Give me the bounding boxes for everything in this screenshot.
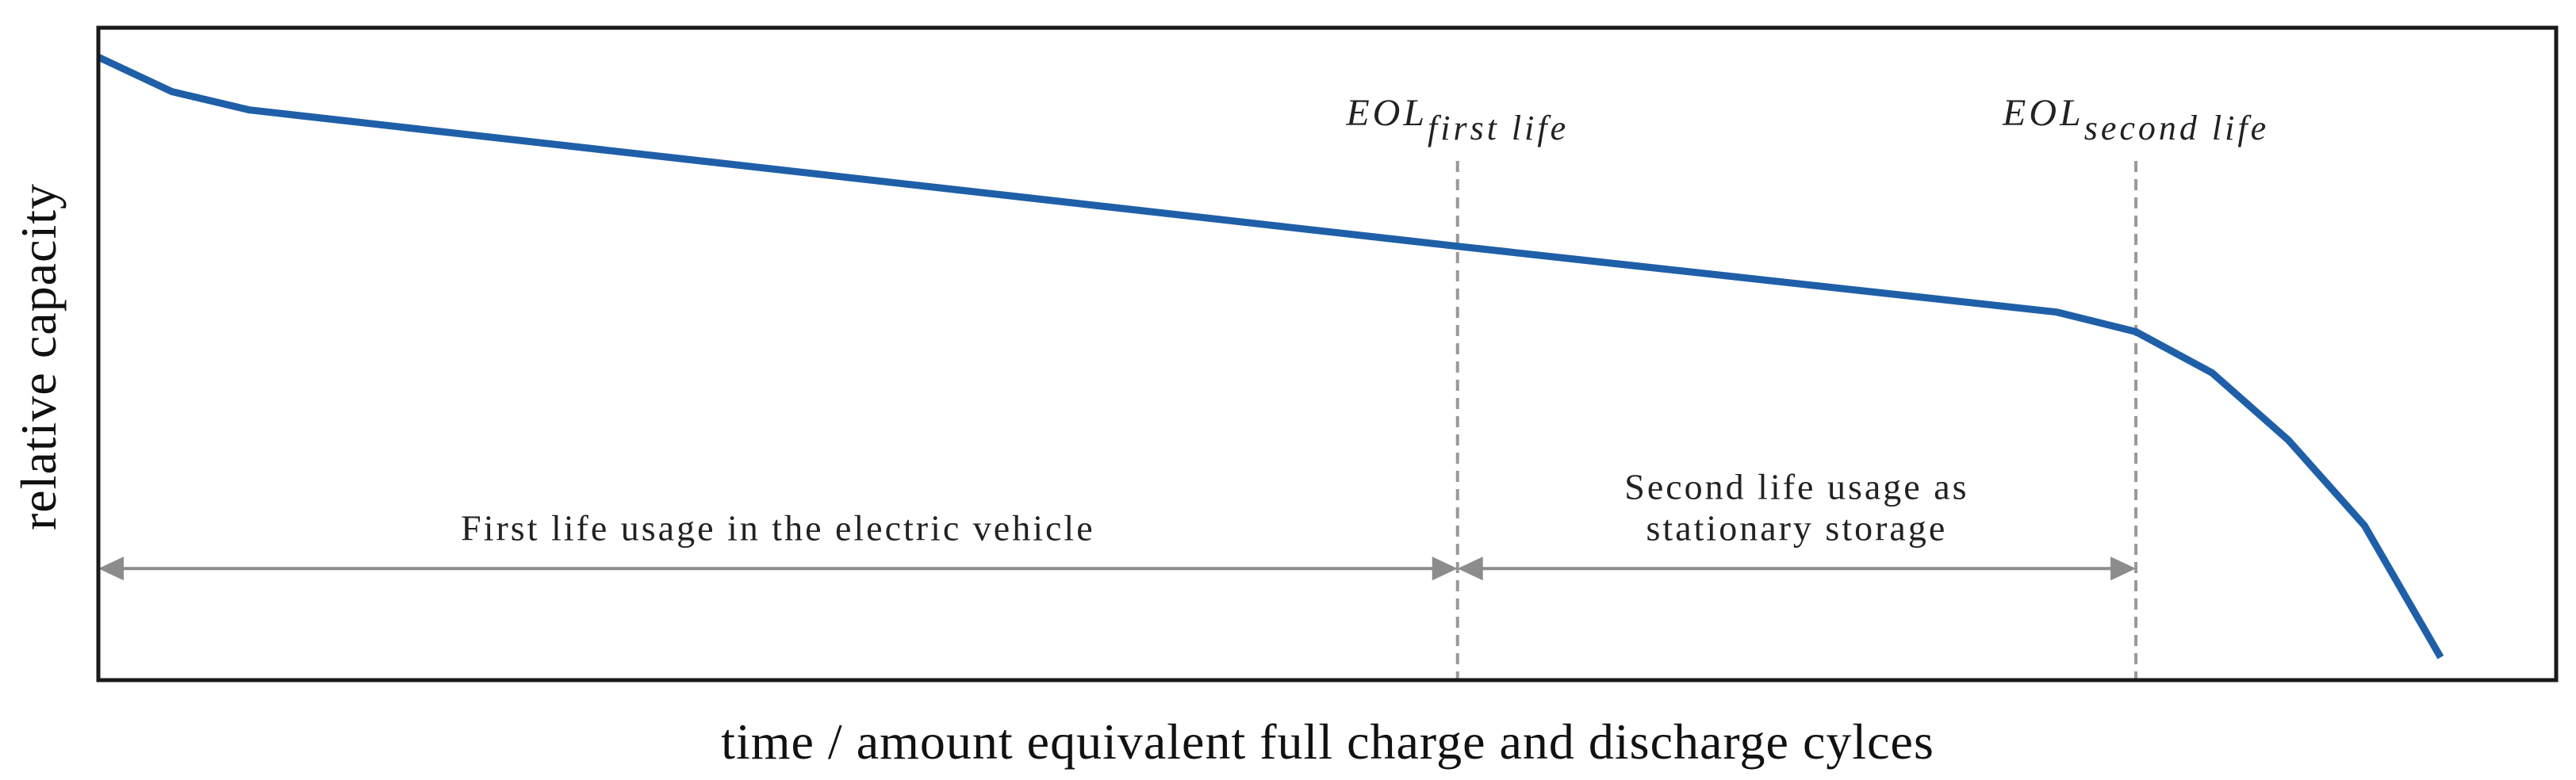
capacity-line <box>97 53 2444 660</box>
eol-label: EOLfirst life <box>1345 92 1569 147</box>
eol-text: EOL <box>1345 92 1428 134</box>
eol-subscript: first life <box>1428 109 1569 147</box>
arrow-head <box>2110 556 2137 581</box>
arrow-head <box>98 556 124 581</box>
eol-subscript: second life <box>2084 109 2269 147</box>
y-axis-label: relative capacity <box>10 183 67 530</box>
eol-text: EOL <box>2002 92 2084 134</box>
x-axis-label: time / amount equivalent full charge and… <box>721 713 1934 770</box>
plot-frame <box>96 25 2559 682</box>
span-label: First life usage in the electric vehicle <box>461 507 1095 548</box>
span-label: stationary storage <box>1646 507 1948 548</box>
arrow-head <box>1457 556 1483 581</box>
eol-label: EOLsecond life <box>2002 92 2269 147</box>
span-label: Second life usage as <box>1624 466 1968 507</box>
arrow-head <box>1432 556 1458 581</box>
